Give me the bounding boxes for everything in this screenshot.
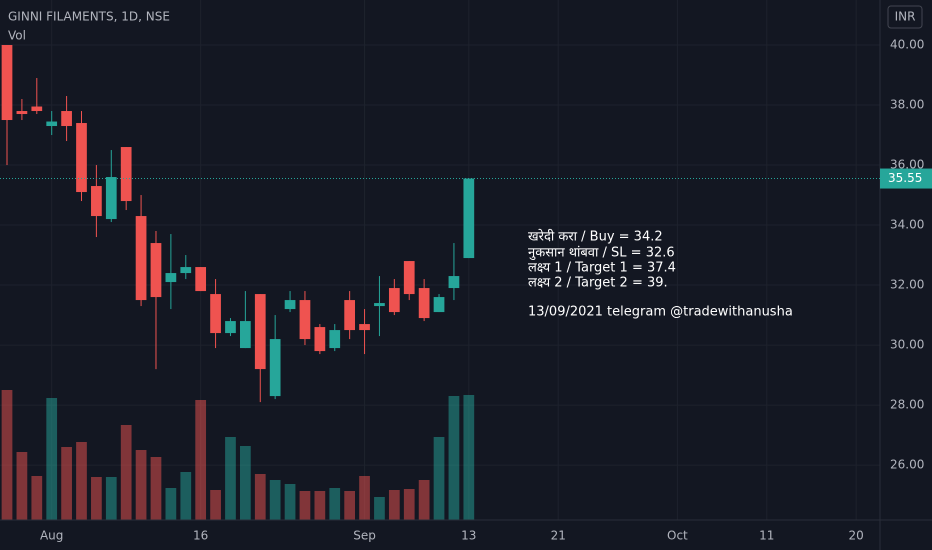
candle-body bbox=[418, 288, 430, 319]
volume-bar bbox=[16, 452, 28, 520]
volume-bar bbox=[418, 480, 430, 520]
x-tick-label: 16 bbox=[193, 529, 208, 543]
y-tick-label: 34.00 bbox=[890, 218, 924, 232]
candle-body bbox=[91, 186, 102, 217]
volume-bar bbox=[284, 484, 296, 520]
candle-body bbox=[344, 300, 356, 331]
volume-bar bbox=[388, 490, 400, 520]
candle-body bbox=[299, 300, 311, 340]
x-tick-label: Aug bbox=[40, 529, 63, 543]
volume-bar bbox=[314, 491, 326, 520]
candle-body bbox=[105, 177, 117, 220]
candle-body bbox=[403, 261, 415, 295]
volume-bar bbox=[240, 446, 251, 520]
annotation: नुकसान थांबवा / SL = 32.6 bbox=[528, 246, 675, 261]
currency[interactable]: INR bbox=[895, 10, 916, 24]
candle-body bbox=[448, 276, 460, 289]
candle-body bbox=[254, 294, 266, 370]
volume-bar bbox=[120, 425, 132, 520]
last-price-tag bbox=[880, 168, 932, 189]
candle-body bbox=[16, 111, 28, 115]
volume-bar bbox=[46, 398, 58, 520]
annotation: लक्ष्य 1 / Target 1 = 37.4 bbox=[528, 261, 676, 276]
candles bbox=[1, 45, 475, 403]
x-tick-label: 13 bbox=[461, 529, 476, 543]
y-tick-label: 32.00 bbox=[890, 278, 924, 292]
candle-body bbox=[269, 339, 281, 397]
candle-body bbox=[240, 321, 251, 349]
y-tick-label: 40.00 bbox=[890, 38, 924, 52]
volume-bar bbox=[344, 491, 356, 520]
x-tick-label: Oct bbox=[667, 529, 688, 543]
volume-bar bbox=[1, 390, 13, 520]
candle-body bbox=[31, 106, 43, 112]
volume-bar bbox=[31, 476, 43, 520]
volume-bar bbox=[359, 476, 370, 520]
annotation: 13/09/2021 telegram @tradewithanusha bbox=[528, 305, 793, 320]
volume-bar bbox=[225, 437, 236, 520]
volume-bar bbox=[195, 400, 207, 520]
volume-bar bbox=[210, 490, 221, 520]
volume-bar bbox=[105, 477, 117, 520]
volume-label: Vol bbox=[8, 29, 26, 43]
annotation: खरेदी करा / Buy = 34.2 bbox=[528, 229, 663, 245]
annotation: लक्ष्य 2 / Target 2 = 39. bbox=[528, 276, 668, 291]
candle-body bbox=[165, 273, 177, 283]
candle-body bbox=[150, 243, 162, 298]
candle-body bbox=[195, 267, 207, 292]
volume-pane bbox=[1, 390, 475, 520]
y-tick-label: 28.00 bbox=[890, 398, 924, 412]
candle-body bbox=[135, 216, 147, 301]
volume-bar bbox=[165, 488, 177, 520]
volume-bar bbox=[448, 396, 460, 520]
candle-body bbox=[329, 330, 341, 349]
candle-body bbox=[433, 297, 445, 313]
candle-body bbox=[388, 288, 400, 313]
volume-bar bbox=[61, 447, 72, 520]
x-tick-label: Sep bbox=[353, 529, 376, 543]
x-tick-label: 11 bbox=[759, 529, 774, 543]
volume-bar bbox=[463, 395, 475, 520]
volume-bar bbox=[269, 480, 281, 520]
volume-bar bbox=[329, 488, 341, 520]
candle-body bbox=[359, 324, 370, 331]
volume-bar bbox=[254, 474, 266, 520]
y-tick-label: 30.00 bbox=[890, 338, 924, 352]
x-tick-label: 20 bbox=[849, 529, 864, 543]
volume-bar bbox=[135, 450, 147, 520]
candle-body bbox=[210, 294, 221, 334]
candle-body bbox=[225, 321, 236, 334]
candle-body bbox=[120, 147, 132, 202]
y-tick-label: 36.00 bbox=[890, 158, 924, 172]
candle-body bbox=[76, 123, 87, 193]
x-tick-label: 21 bbox=[551, 529, 566, 543]
currency-box[interactable] bbox=[887, 5, 923, 29]
last-price-label: 35.55 bbox=[888, 171, 922, 185]
volume-bar bbox=[299, 491, 311, 520]
volume-bar bbox=[180, 472, 192, 520]
volume-bar bbox=[150, 457, 162, 520]
y-tick-label: 26.00 bbox=[890, 458, 924, 472]
y-tick-label: 38.00 bbox=[890, 98, 924, 112]
volume-bar bbox=[374, 497, 385, 520]
candle-body bbox=[180, 267, 192, 274]
chart-title: GINNI FILAMENTS, 1D, NSE bbox=[8, 10, 170, 24]
candle-body bbox=[61, 111, 72, 127]
grid bbox=[0, 0, 880, 520]
candle-body bbox=[314, 327, 326, 352]
candle-body bbox=[374, 303, 385, 307]
volume-bar bbox=[91, 477, 102, 520]
volume-bar bbox=[433, 437, 445, 520]
candle-body bbox=[1, 45, 13, 121]
volume-bar bbox=[76, 442, 87, 520]
candle-body bbox=[463, 178, 475, 259]
candle-body bbox=[46, 121, 58, 127]
candle-body bbox=[284, 300, 296, 310]
volume-bar bbox=[403, 489, 415, 520]
